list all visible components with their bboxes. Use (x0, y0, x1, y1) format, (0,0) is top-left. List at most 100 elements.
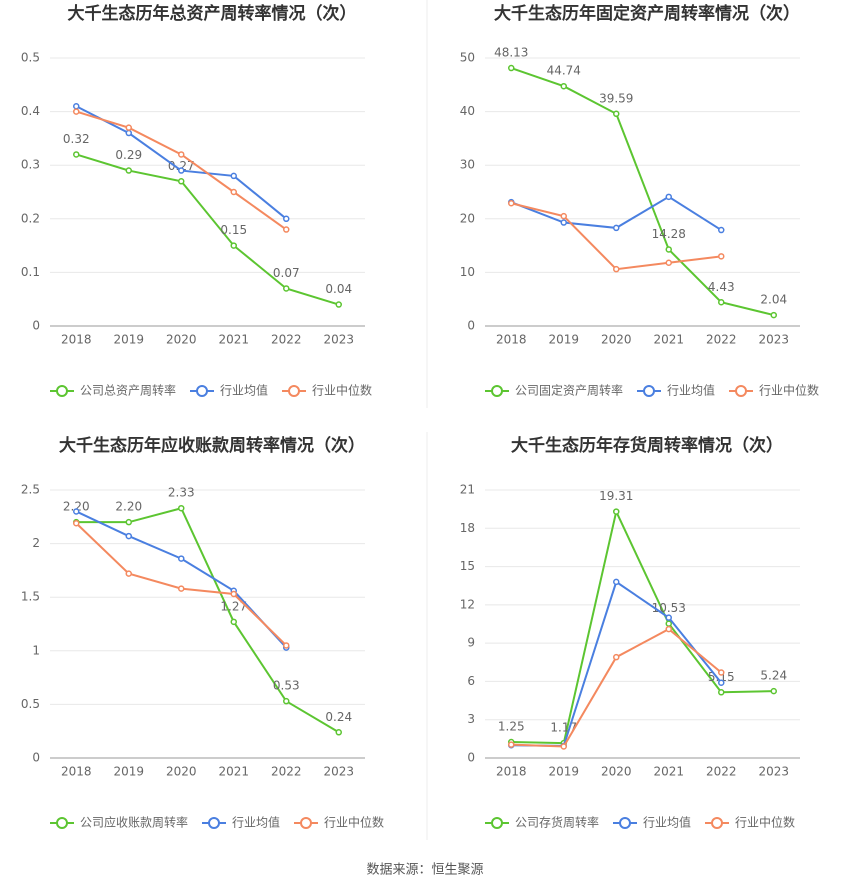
legend-label: 行业中位数 (759, 383, 819, 398)
x-tick-label: 2021 (218, 765, 249, 779)
x-tick-label: 2022 (706, 765, 737, 779)
data-point (230, 172, 237, 180)
x-tick-label: 2023 (323, 333, 354, 347)
data-point (178, 151, 185, 158)
y-tick-label: 0.1 (21, 265, 40, 279)
y-tick-label: 0 (467, 751, 475, 765)
data-point (283, 226, 290, 233)
y-tick-label: 50 (460, 51, 475, 65)
data-label: 0.07 (273, 266, 300, 280)
y-tick-label: 9 (467, 636, 475, 650)
data-label: 2.33 (168, 486, 195, 500)
data-label: 2.20 (63, 500, 90, 514)
data-point (335, 729, 342, 736)
x-tick-label: 2022 (706, 333, 737, 347)
data-point (560, 82, 567, 90)
x-tick-label: 2018 (61, 765, 92, 779)
chart-panel: 大千生态历年固定资产周转率情况（次） 0 10 20 30 40 50 2018 2019 202… (460, 3, 819, 398)
x-tick-label: 2019 (548, 333, 579, 347)
data-label: 0.29 (115, 148, 142, 162)
legend-item: 行业均值 (190, 383, 268, 398)
legend-item: 行业中位数 (729, 383, 819, 398)
legend-label: 行业中位数 (324, 815, 384, 830)
data-point (230, 188, 237, 196)
legend-item: 行业均值 (202, 815, 280, 830)
legend-marker (196, 385, 208, 397)
data-point (283, 697, 290, 705)
y-tick-label: 0 (32, 319, 40, 333)
x-tick-label: 2020 (166, 765, 197, 779)
chart-title: 大千生态历年固定资产周转率情况（次） (494, 3, 800, 24)
data-point (125, 124, 132, 131)
data-point (560, 743, 567, 750)
data-point (613, 110, 620, 118)
series-line (76, 507, 340, 734)
data-point (665, 193, 672, 201)
data-point (283, 642, 290, 649)
x-tick-label: 2023 (323, 765, 354, 779)
data-label: 14.28 (652, 227, 686, 241)
legend-item: 公司存货周转率 (485, 815, 599, 830)
legend-marker (300, 817, 312, 829)
y-tick-label: 30 (460, 158, 475, 172)
x-tick-label: 2022 (271, 333, 302, 347)
data-point (125, 518, 132, 526)
data-label: 0.53 (273, 679, 300, 693)
data-point (508, 741, 515, 748)
data-label: 48.13 (494, 46, 528, 60)
x-tick-label: 2019 (548, 765, 579, 779)
y-tick-label: 0.4 (21, 104, 40, 118)
data-point (178, 167, 185, 174)
data-point (125, 570, 132, 577)
legend-item: 行业均值 (613, 815, 691, 830)
data-label: 44.74 (547, 64, 581, 78)
x-tick-label: 2021 (218, 333, 249, 347)
data-point (230, 618, 237, 626)
series-line (75, 522, 287, 647)
series-line (510, 67, 774, 317)
data-point (665, 259, 672, 267)
chart-panel: 大千生态历年存货周转率情况（次） 0 3 6 9 12 15 18 21 2018 2019 2020… (460, 435, 800, 830)
data-point (230, 590, 237, 598)
y-tick-label: 0 (467, 319, 475, 333)
data-point (560, 212, 567, 220)
legend-item: 行业中位数 (282, 383, 372, 398)
data-point (718, 226, 725, 234)
data-point (73, 108, 80, 115)
data-point (230, 242, 237, 249)
data-point (770, 687, 777, 695)
legend-marker (643, 385, 655, 397)
data-label: 2.20 (115, 500, 142, 514)
data-point (73, 151, 80, 158)
data-point (613, 265, 620, 273)
data-point (73, 102, 80, 110)
data-point (125, 167, 132, 174)
data-point (613, 508, 620, 515)
y-tick-label: 0 (32, 751, 40, 765)
data-point (73, 508, 80, 515)
data-point (560, 219, 567, 226)
y-tick-label: 2 (32, 536, 40, 550)
chart-title: 大千生态历年存货周转率情况（次） (511, 435, 783, 456)
data-point (665, 620, 672, 627)
x-tick-label: 2020 (601, 765, 632, 779)
data-point (178, 178, 185, 185)
legend-marker (56, 385, 68, 397)
data-label: 4.43 (708, 280, 735, 294)
y-tick-label: 1 (32, 643, 40, 657)
y-tick-label: 40 (460, 104, 475, 118)
y-tick-label: 1.5 (21, 590, 40, 604)
legend-label: 公司存货周转率 (515, 815, 599, 830)
data-point (125, 129, 132, 137)
y-tick-label: 0.5 (21, 51, 40, 65)
legend-marker (208, 817, 220, 829)
x-tick-label: 2018 (496, 333, 527, 347)
legend-marker (56, 817, 68, 829)
data-label: 0.32 (63, 132, 90, 146)
legend-marker (491, 385, 503, 397)
legend-label: 公司固定资产周转率 (515, 383, 623, 398)
x-tick-label: 2020 (601, 333, 632, 347)
y-tick-label: 10 (460, 265, 475, 279)
x-tick-label: 2018 (61, 333, 92, 347)
